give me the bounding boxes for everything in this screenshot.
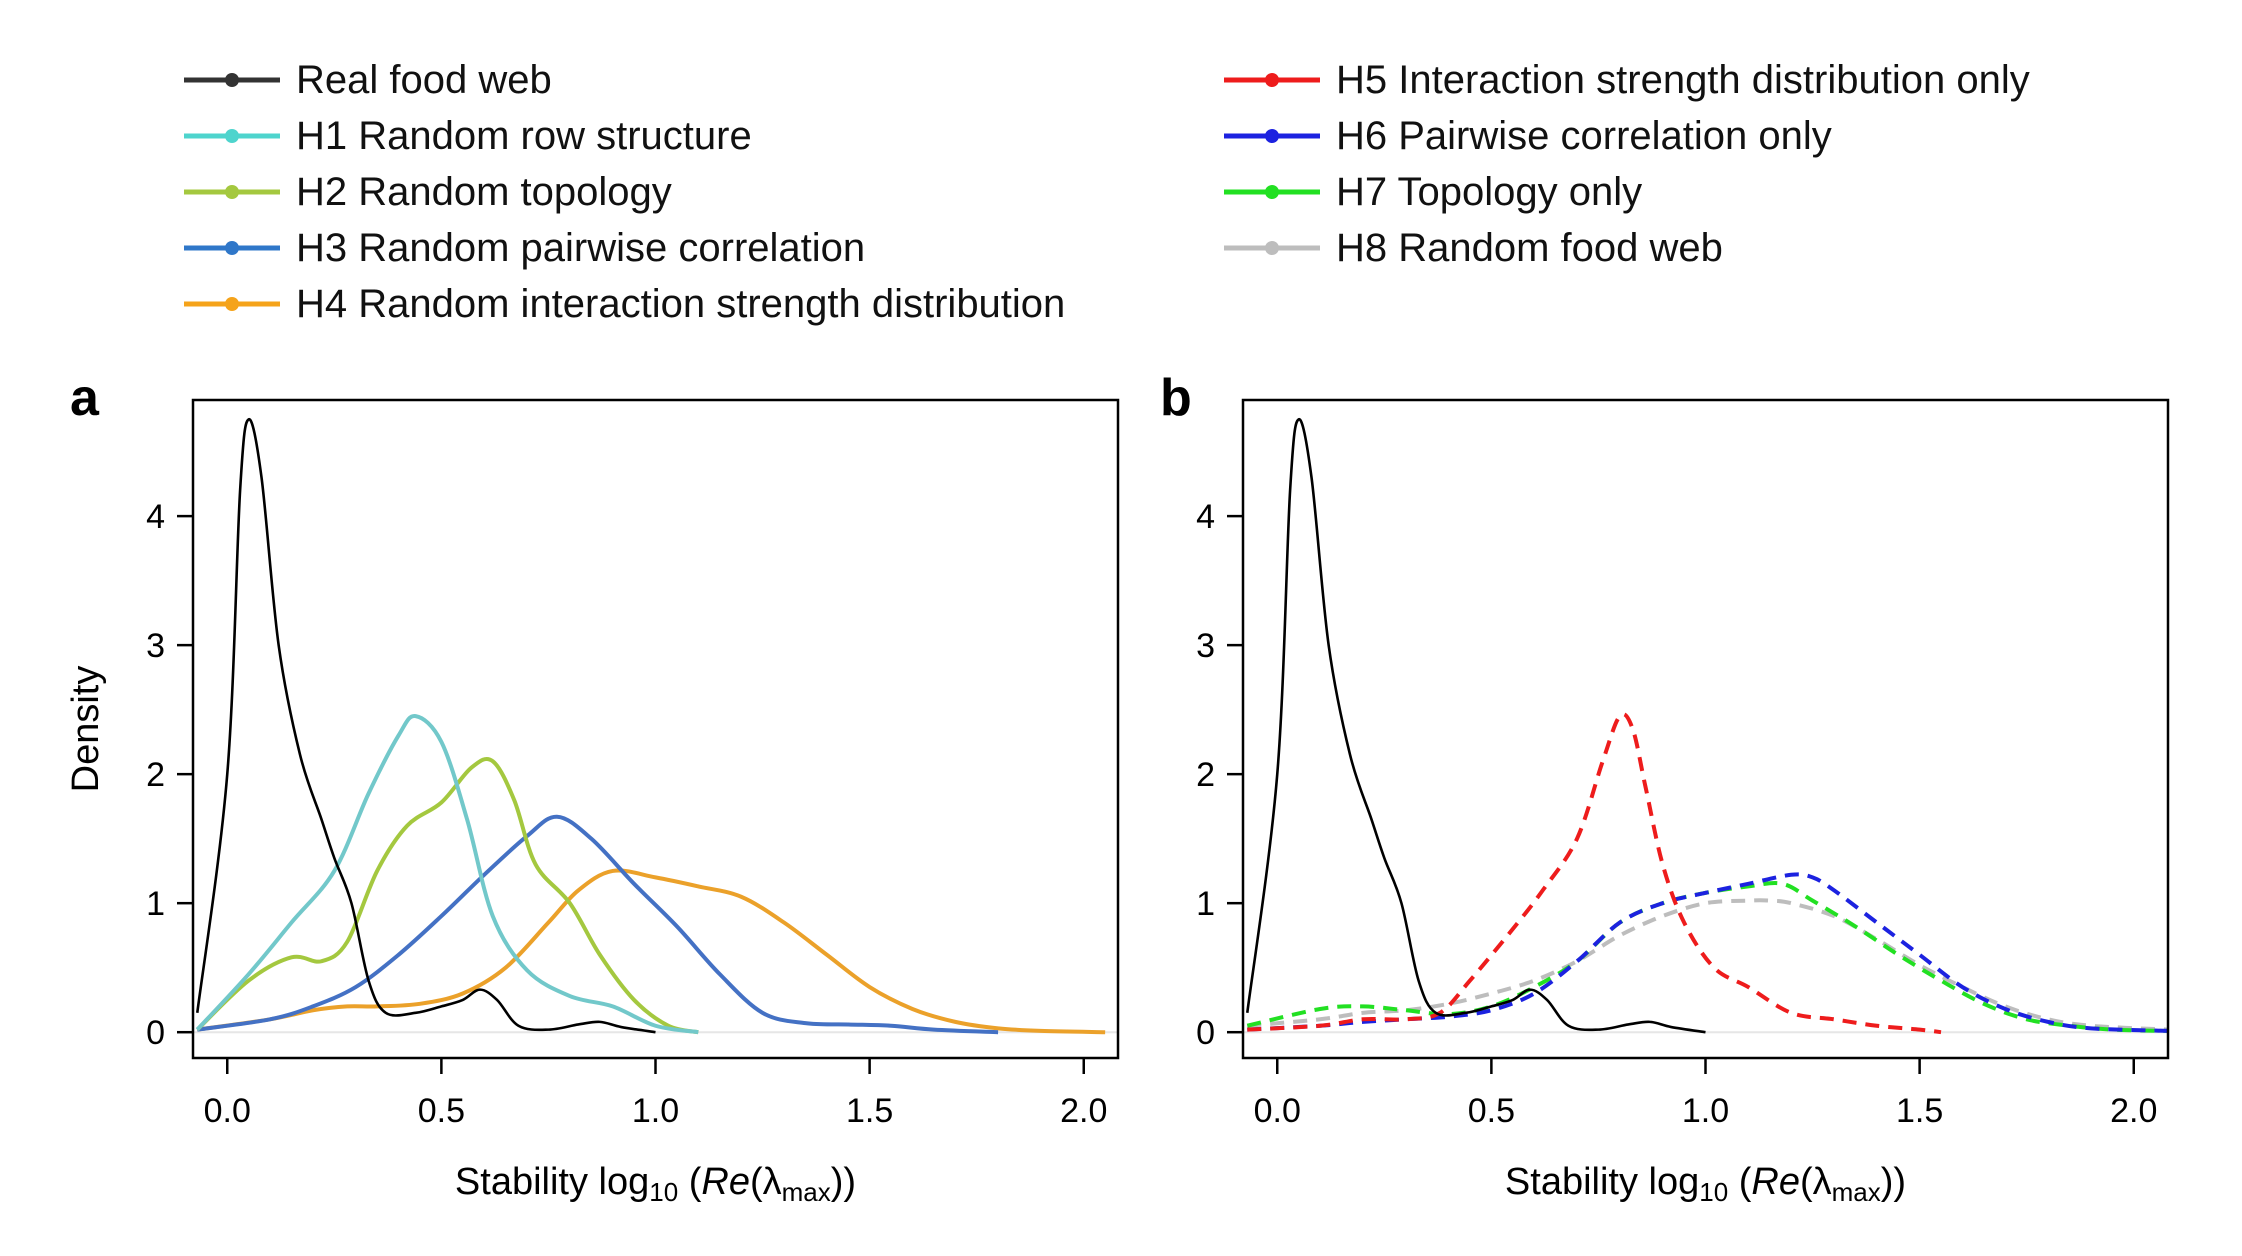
legend-label: H4 Random interaction strength distribut…	[296, 281, 1066, 326]
series-line-3	[195, 714, 699, 1035]
y-tick-label: 4	[1196, 498, 1215, 536]
series-group	[195, 418, 1106, 1035]
legend-item: H5 Interaction strength distribution onl…	[1222, 52, 2030, 108]
series-line-1	[1246, 881, 2168, 1033]
legend-label: H2 Random topology	[296, 169, 672, 214]
legend-swatch-icon	[184, 185, 280, 199]
y-tick-label: 4	[146, 498, 165, 536]
legend-swatch-icon	[1224, 73, 1320, 87]
y-tick-label: 3	[146, 627, 165, 665]
legend-item: H3 Random pairwise correlation	[182, 220, 865, 276]
legend-item: H6 Pairwise correlation only	[1222, 108, 1832, 164]
legend-label: H8 Random food web	[1336, 225, 1723, 270]
legend-item: H4 Random interaction strength distribut…	[182, 276, 1065, 332]
legend-swatch-icon	[184, 297, 280, 311]
series-line-4	[195, 418, 656, 1034]
series-line-2	[195, 757, 699, 1035]
y-tick-label: 0	[146, 1014, 165, 1052]
series-line-1	[196, 814, 999, 1035]
x-tick-label: 1.5	[846, 1092, 893, 1130]
x-tick-label: 0.0	[1254, 1092, 1301, 1130]
legend-swatch-icon	[1224, 241, 1320, 255]
series-line-0	[1247, 898, 2168, 1032]
legend-item: H7 Topology only	[1222, 164, 1642, 220]
x-tick-label: 1.5	[1896, 1092, 1943, 1130]
y-tick-label: 1	[146, 885, 165, 923]
x-tick-label: 2.0	[1060, 1092, 1107, 1130]
y-tick-label: 2	[146, 756, 165, 794]
y-tick-label: 1	[1196, 885, 1215, 923]
legend-label: H1 Random row structure	[296, 113, 752, 158]
series-line-4	[1245, 418, 1706, 1034]
x-axis-title: Stability log10 (Re(λmax))	[455, 1161, 856, 1207]
y-tick-label: 0	[1196, 1014, 1215, 1052]
legend-item: H1 Random row structure	[182, 108, 752, 164]
panel-b: b 0.0 0.5 1.0 1.5 2.0 0 1 2 3 4 Stability log10 (Re…	[1160, 369, 2170, 1207]
legend-label: Real food web	[296, 57, 552, 102]
panel-a: a 0.0 0.5 1.0 1.5 2.0 0 1 2 3 4 Stability log10 (Re…	[65, 369, 1120, 1207]
x-tick-label: 1.0	[1682, 1092, 1729, 1130]
series-line-0	[196, 868, 1106, 1035]
series-line-2	[1247, 872, 2168, 1033]
legend-label: H7 Topology only	[1336, 169, 1643, 214]
x-tick-label: 0.0	[204, 1092, 251, 1130]
legend-item: H2 Random topology	[182, 164, 672, 220]
legend-label: H5 Interaction strength distribution onl…	[1336, 57, 2030, 102]
x-axis-title: Stability log10 (Re(λmax))	[1505, 1161, 1906, 1207]
y-tick-label: 3	[1196, 627, 1215, 665]
legend-swatch-icon	[1224, 129, 1320, 143]
x-tick-label: 2.0	[2110, 1092, 2157, 1130]
legend-item: Real food web	[182, 52, 552, 108]
panel-letter: a	[70, 369, 100, 427]
legend-item: H8 Random food web	[1222, 220, 1723, 276]
legend-label: H6 Pairwise correlation only	[1336, 113, 1832, 158]
legend-swatch-icon	[184, 241, 280, 255]
y-axis-title: Density	[65, 666, 107, 793]
x-tick-label: 0.5	[418, 1092, 465, 1130]
legend-swatch-icon	[1224, 185, 1320, 199]
legend-label: H3 Random pairwise correlation	[296, 225, 866, 270]
series-line-3	[1247, 712, 1942, 1035]
x-tick-label: 0.5	[1468, 1092, 1515, 1130]
series-group	[1245, 418, 2168, 1035]
legend-swatch-icon	[184, 129, 280, 143]
panel-letter: b	[1160, 369, 1192, 427]
x-tick-label: 1.0	[632, 1092, 679, 1130]
legend-swatch-icon	[184, 73, 280, 87]
y-tick-label: 2	[1196, 756, 1215, 794]
